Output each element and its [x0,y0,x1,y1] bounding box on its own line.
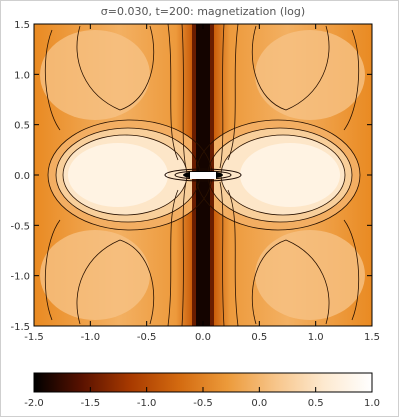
x-tick-label: 0.0 [195,332,211,343]
lower-right-light-region [255,230,365,320]
y-tick-label: 0.5 [14,121,30,132]
x-tick-label: 1.0 [308,332,324,343]
colorbar-tick-label: -1.5 [81,398,101,409]
colorbar-tick-label: -0.5 [193,398,213,409]
x-axis: -1.5 -1.0 -0.5 0.0 0.5 1.0 1.5 [24,24,380,343]
heatmap-field [34,24,372,326]
lower-left-light-region [40,230,150,320]
x-tick-label: -1.0 [81,332,101,343]
y-tick-label: 0.0 [14,171,30,182]
colorbar-tick-label: 0.0 [251,398,267,409]
upper-left-light-region [40,30,150,120]
chart-title: σ=0.030, t=200: magnetization (log) [101,5,305,18]
y-axis: -1.5 -1.0 -0.5 0.0 0.5 1.0 1.5 [10,20,372,333]
colorbar-tick-label: -2.0 [24,398,44,409]
central-disk [164,168,242,182]
x-tick-label: 0.5 [251,332,267,343]
colorbar: -2.0 -1.5 -1.0 -0.5 0.0 0.5 1.0 [24,372,380,409]
left-lobe [48,120,212,230]
y-tick-label: 1.0 [14,70,30,81]
colorbar-tick-label: 0.5 [308,398,324,409]
x-tick-label: -1.5 [24,332,44,343]
x-tick-label: -0.5 [137,332,157,343]
y-tick-label: -1.5 [10,322,30,333]
colorbar-tick-label: -1.0 [137,398,157,409]
y-tick-label: 1.5 [14,20,30,31]
y-tick-label: -0.5 [10,221,30,232]
y-tick-label: -1.0 [10,272,30,283]
colorbar-tick-label: 1.0 [364,398,380,409]
right-lobe [196,120,360,230]
upper-right-light-region [255,30,365,120]
x-tick-label: 1.5 [364,332,380,343]
colorbar-ticks: -2.0 -1.5 -1.0 -0.5 0.0 0.5 1.0 [24,387,380,409]
